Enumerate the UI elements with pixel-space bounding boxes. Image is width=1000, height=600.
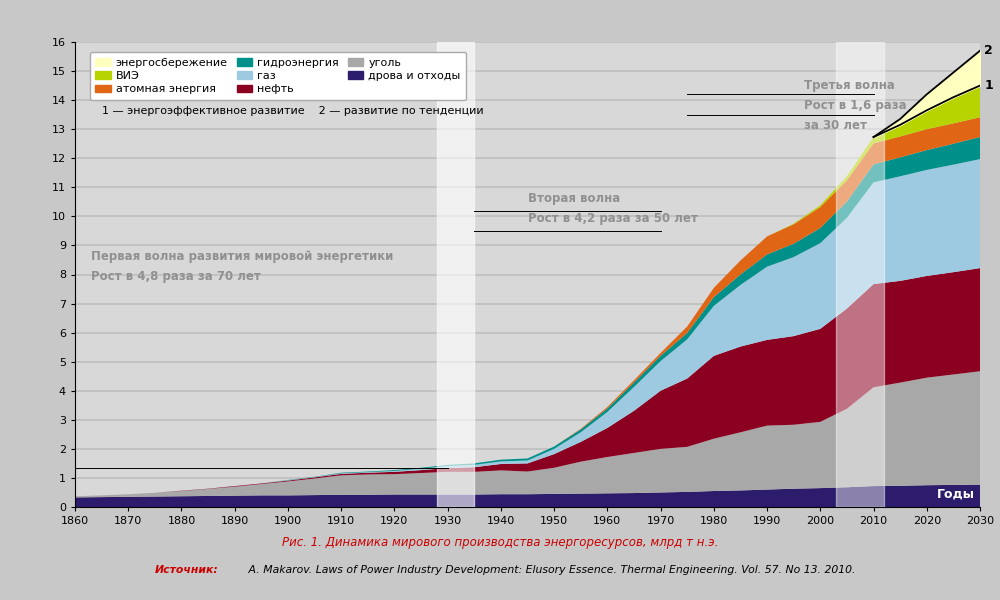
Text: за 30 лет: за 30 лет [804,119,867,132]
Legend: энергосбережение, ВИЭ, атомная энергия, гидроэнергия, газ, нефть, уголь, дрова и: энергосбережение, ВИЭ, атомная энергия, … [90,52,466,100]
Text: Рис. 1. Динамика мирового производства энергоресурсов, млрд т н.э.: Рис. 1. Динамика мирового производства э… [282,536,718,549]
Text: A. Makarov. Laws of Power Industry Development: Elusory Essence. Thermal Enginee: A. Makarov. Laws of Power Industry Devel… [245,565,856,575]
Text: Рост в 4,8 раза за 70 лет: Рост в 4,8 раза за 70 лет [91,271,261,283]
Text: 2: 2 [984,44,993,57]
Text: Первая волна развития мировой энергетики: Первая волна развития мировой энергетики [91,250,393,263]
Text: 1: 1 [984,79,993,92]
Text: Вторая волна: Вторая волна [528,192,620,205]
Text: Рост в 4,2 раза за 50 лет: Рост в 4,2 раза за 50 лет [528,212,697,225]
Text: 1 — энергоэффективное развитие    2 — развитие по тенденции: 1 — энергоэффективное развитие 2 — разви… [102,106,484,116]
Bar [437,42,474,507]
Text: Источник:: Источник: [155,565,219,575]
Bar [836,42,884,507]
Text: Третья волна: Третья волна [804,79,895,91]
Text: Годы: Годы [937,488,975,500]
Text: Рост в 1,6 раза: Рост в 1,6 раза [804,99,907,112]
